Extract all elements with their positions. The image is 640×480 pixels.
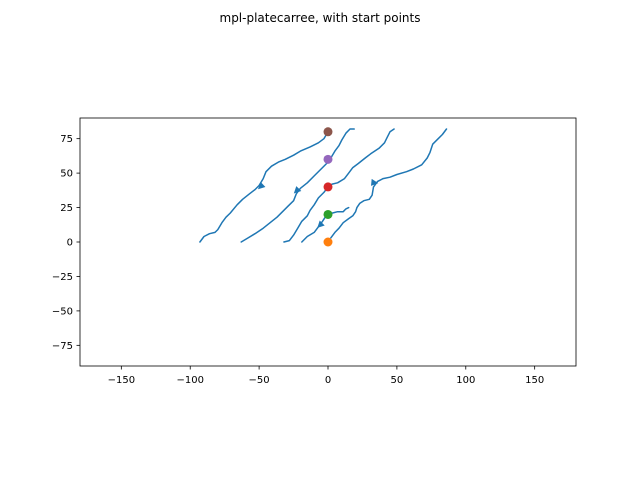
start-point-3: [323, 182, 333, 192]
streamline-1: [199, 129, 332, 243]
x-tick-label: 0: [325, 375, 331, 386]
x-tick-label: 50: [391, 375, 404, 386]
streamline-arrow-1: [258, 181, 266, 190]
y-axis: −75 −50 −25 0 25 50 75: [52, 134, 80, 352]
x-tick-label: −50: [249, 375, 270, 386]
streamline-arrow-2: [293, 186, 302, 194]
plot-area: [79, 117, 577, 367]
start-point-4: [323, 154, 333, 164]
start-point-5: [323, 127, 333, 137]
x-tick-label: 100: [456, 375, 475, 386]
streamlines-layer: [199, 128, 448, 243]
arrowheads-layer: [258, 178, 379, 228]
streamline-arrow-5: [371, 178, 379, 186]
start-point-2: [323, 209, 333, 219]
y-tick-label: −75: [52, 341, 73, 352]
y-tick-label: 0: [67, 238, 73, 249]
y-tick-label: 75: [60, 134, 73, 145]
streamline-3: [283, 128, 395, 243]
y-tick-label: 25: [60, 203, 73, 214]
start-point-1: [323, 237, 333, 247]
streamline-2: [240, 128, 355, 243]
y-tick-label: −25: [52, 272, 73, 283]
start-points-layer: [323, 127, 333, 247]
x-axis: −150 −100 −50 0 50 100 150: [108, 366, 544, 386]
x-tick-label: −100: [176, 375, 203, 386]
y-tick-label: 50: [60, 169, 73, 180]
streamline-arrow-3: [317, 220, 325, 228]
x-tick-label: −150: [108, 375, 135, 386]
y-tick-label: −50: [52, 306, 73, 317]
figure-title: mpl-platecarree, with start points: [220, 11, 421, 25]
x-tick-label: 150: [525, 375, 544, 386]
